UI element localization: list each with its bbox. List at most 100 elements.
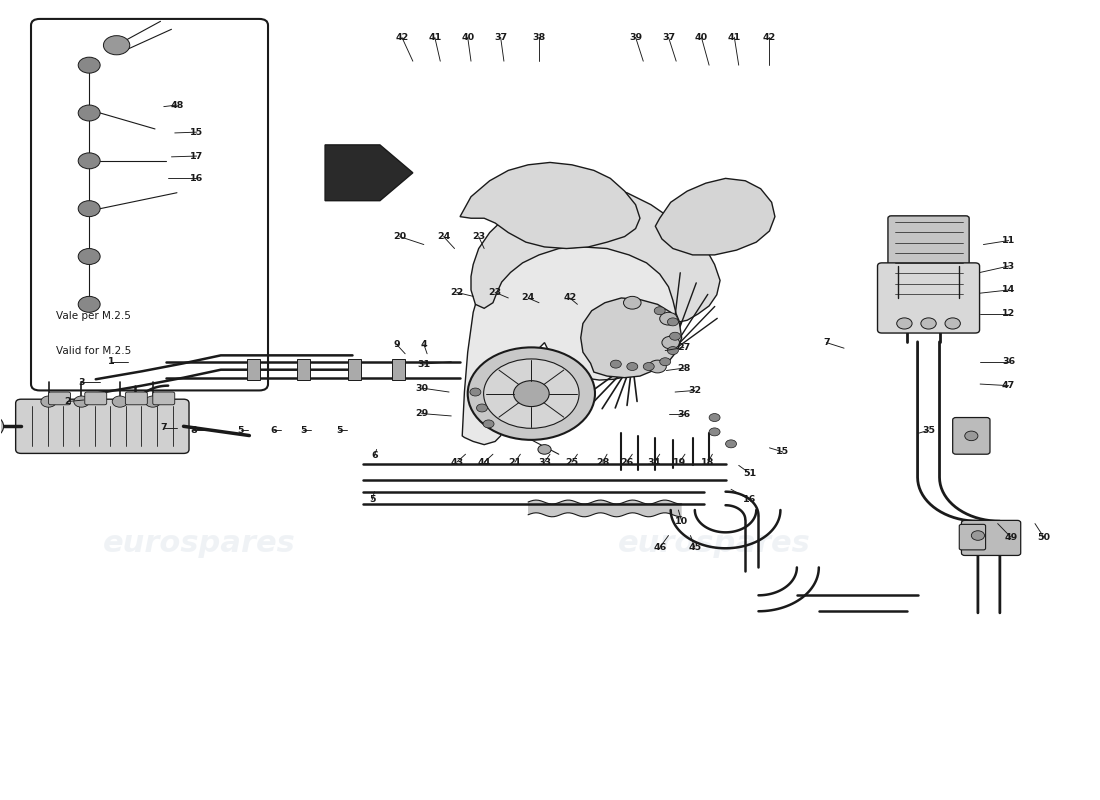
Text: 6: 6 (371, 451, 377, 460)
Circle shape (710, 428, 720, 436)
Text: 31: 31 (417, 360, 430, 369)
Circle shape (78, 153, 100, 169)
Text: 32: 32 (689, 386, 702, 395)
Polygon shape (471, 186, 720, 322)
Bar (348, 359, 361, 380)
Circle shape (145, 396, 161, 407)
Text: 16: 16 (190, 174, 204, 183)
Text: 5: 5 (368, 495, 375, 504)
Circle shape (610, 360, 621, 368)
Circle shape (538, 445, 551, 454)
Text: 42: 42 (563, 294, 576, 302)
FancyBboxPatch shape (878, 263, 980, 333)
Polygon shape (460, 162, 640, 249)
Circle shape (483, 420, 494, 428)
Bar (248, 359, 261, 380)
Polygon shape (656, 178, 774, 255)
Text: 12: 12 (1002, 310, 1015, 318)
Text: 5: 5 (238, 426, 244, 434)
Circle shape (660, 358, 671, 366)
Text: 46: 46 (653, 543, 667, 552)
Text: 33: 33 (538, 458, 551, 466)
Circle shape (470, 388, 481, 396)
Text: 8: 8 (190, 426, 197, 434)
FancyBboxPatch shape (48, 392, 70, 405)
Text: 16: 16 (744, 495, 757, 504)
Circle shape (78, 105, 100, 121)
Text: 6: 6 (271, 426, 277, 434)
Circle shape (644, 362, 654, 370)
FancyBboxPatch shape (31, 19, 268, 390)
Text: 36: 36 (1002, 358, 1015, 366)
Circle shape (896, 318, 912, 329)
Text: Valid for M.2.5: Valid for M.2.5 (56, 346, 132, 355)
Circle shape (971, 530, 984, 540)
Text: 15: 15 (776, 447, 789, 456)
Text: 51: 51 (744, 469, 757, 478)
FancyBboxPatch shape (15, 399, 189, 454)
FancyBboxPatch shape (953, 418, 990, 454)
Text: 1: 1 (108, 358, 114, 366)
Circle shape (710, 414, 720, 422)
Circle shape (112, 396, 128, 407)
Text: 41: 41 (428, 33, 441, 42)
FancyBboxPatch shape (959, 524, 986, 550)
Text: 28: 28 (596, 458, 609, 466)
Circle shape (965, 431, 978, 441)
Text: 38: 38 (532, 33, 546, 42)
Polygon shape (581, 298, 682, 378)
FancyBboxPatch shape (961, 520, 1021, 555)
Text: 42: 42 (395, 33, 408, 42)
Text: 22: 22 (450, 288, 463, 297)
Text: 2: 2 (64, 397, 70, 406)
Circle shape (103, 36, 130, 55)
Text: 15: 15 (190, 128, 204, 137)
Text: 3: 3 (78, 378, 85, 387)
Circle shape (627, 362, 638, 370)
Text: 27: 27 (678, 343, 691, 352)
Text: 47: 47 (1002, 381, 1015, 390)
Circle shape (476, 404, 487, 412)
Text: 48: 48 (170, 101, 184, 110)
Circle shape (945, 318, 960, 329)
Text: 30: 30 (415, 383, 428, 393)
Text: 37: 37 (494, 33, 507, 42)
Text: Vale per M.2.5: Vale per M.2.5 (56, 311, 131, 322)
Circle shape (921, 318, 936, 329)
Text: 4: 4 (420, 340, 427, 349)
Circle shape (662, 336, 680, 349)
Text: 7: 7 (161, 423, 167, 433)
Circle shape (468, 347, 595, 440)
Text: 42: 42 (762, 33, 777, 42)
Text: 36: 36 (678, 410, 691, 419)
Circle shape (649, 360, 667, 373)
Polygon shape (462, 229, 684, 445)
Text: 26: 26 (620, 458, 634, 466)
Text: 35: 35 (922, 426, 935, 434)
Circle shape (74, 396, 89, 407)
Bar (392, 359, 405, 380)
Circle shape (78, 296, 100, 312)
Text: 34: 34 (648, 458, 661, 466)
FancyBboxPatch shape (153, 392, 175, 405)
Text: 14: 14 (1002, 286, 1015, 294)
Text: 50: 50 (1037, 533, 1050, 542)
Circle shape (78, 201, 100, 217)
Text: 10: 10 (675, 517, 689, 526)
Circle shape (514, 381, 549, 406)
Text: 23: 23 (472, 232, 485, 241)
Text: 11: 11 (1002, 236, 1015, 245)
Text: 20: 20 (393, 232, 406, 241)
Text: 17: 17 (190, 151, 204, 161)
Text: 43: 43 (450, 458, 463, 466)
Text: 9: 9 (393, 340, 399, 349)
Bar (297, 359, 310, 380)
Circle shape (670, 332, 681, 340)
Text: 25: 25 (565, 458, 579, 466)
Circle shape (0, 414, 3, 439)
Circle shape (624, 296, 641, 309)
Text: 40: 40 (695, 33, 708, 42)
Circle shape (654, 306, 666, 314)
Text: 7: 7 (823, 338, 829, 347)
Text: 18: 18 (702, 458, 715, 466)
